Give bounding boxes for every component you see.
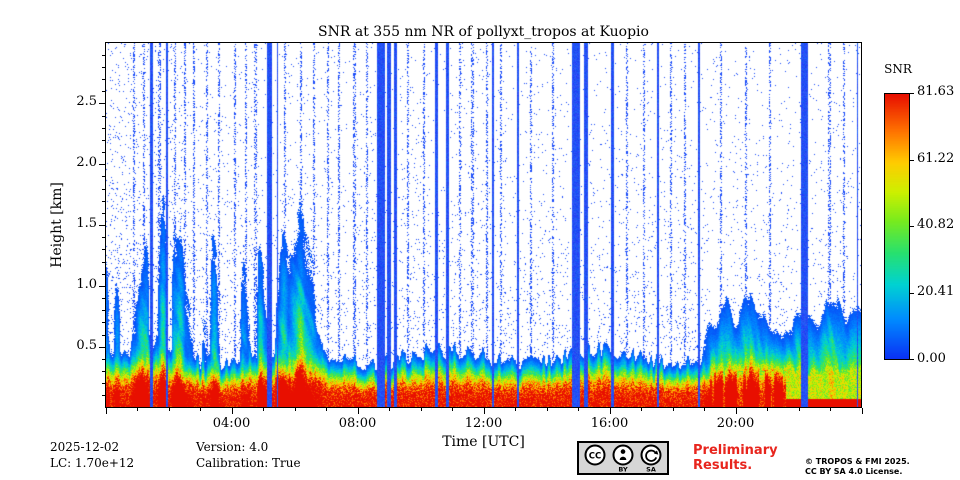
y-major-tick: [99, 346, 105, 348]
x-minor-tick: [546, 408, 548, 411]
colorbar-tick: [910, 293, 914, 295]
colorbar-tick-label: 81.63: [917, 84, 955, 99]
cc-by-sa-icon: CC BY SA: [584, 444, 662, 474]
y-minor-tick: [102, 322, 105, 324]
x-minor-tick: [168, 408, 170, 411]
colorbar-tick: [910, 359, 914, 360]
x-axis-label: Time [UTC]: [442, 434, 525, 450]
attribution-person-icon: [620, 449, 626, 454]
y-tick-label: 0.5: [76, 337, 97, 353]
colorbar-tick-label: 61.22: [917, 150, 955, 166]
y-tick-label: 1.0: [76, 276, 97, 292]
calibration-label: Calibration: True: [196, 456, 301, 470]
copyright-block: © TROPOS & FMI 2025. CC BY SA 4.0 Licens…: [805, 457, 910, 477]
footer-version-block: Version: 4.0 Calibration: True: [196, 439, 301, 471]
by-label: BY: [618, 466, 628, 474]
x-major-tick: [609, 408, 611, 414]
x-major-tick: [483, 408, 485, 414]
preliminary-results-note: Preliminary Results.: [693, 443, 778, 473]
copyright-line2: CC BY SA 4.0 License.: [805, 467, 903, 476]
x-tick-label: 08:00: [338, 416, 377, 431]
y-minor-tick: [102, 237, 105, 239]
colorbar: [884, 93, 910, 360]
y-minor-tick: [102, 273, 105, 275]
colorbar-tick-label: 20.41: [917, 284, 955, 300]
y-minor-tick: [102, 249, 105, 251]
x-tick-label: 04:00: [212, 416, 251, 431]
y-major-tick: [99, 285, 105, 287]
x-minor-tick: [798, 408, 800, 411]
y-major-tick: [99, 225, 105, 226]
y-minor-tick: [102, 298, 105, 299]
colorbar-tick-label: 40.82: [917, 217, 955, 233]
y-minor-tick: [102, 261, 105, 263]
y-tick-label: 1.5: [76, 216, 97, 231]
y-minor-tick: [102, 200, 105, 202]
y-minor-tick: [102, 127, 105, 129]
y-minor-tick: [102, 383, 105, 385]
x-major-tick: [105, 408, 107, 414]
y-minor-tick: [102, 358, 105, 360]
x-minor-tick: [137, 408, 138, 411]
y-major-tick: [99, 164, 105, 166]
x-minor-tick: [200, 408, 201, 411]
lidar-constant-label: LC: 1.70e+12: [50, 456, 135, 470]
x-minor-tick: [326, 408, 327, 411]
y-minor-tick: [102, 115, 105, 117]
version-label: Version: 4.0: [196, 440, 269, 454]
y-tick-label: 2.5: [76, 94, 97, 110]
x-minor-tick: [641, 408, 642, 411]
x-major-tick: [735, 408, 737, 414]
x-minor-tick: [452, 408, 453, 411]
colorbar-gradient-canvas: [885, 94, 909, 359]
cc-icon: CC: [589, 452, 601, 462]
x-minor-tick: [294, 408, 296, 411]
colorbar-tick: [910, 93, 914, 94]
cc-by-sa-license-badge: CC BY SA: [577, 441, 669, 475]
x-minor-tick: [830, 408, 831, 411]
colorbar-tick: [910, 159, 914, 161]
x-tick-label: 16:00: [590, 416, 629, 431]
y-major-tick: [99, 103, 105, 105]
y-minor-tick: [102, 66, 105, 68]
chart-title: SNR at 355 nm NR of pollyxt_tropos at Ku…: [318, 24, 649, 40]
y-minor-tick: [102, 212, 105, 214]
x-minor-tick: [578, 408, 579, 411]
x-minor-tick: [389, 408, 390, 411]
x-minor-tick: [420, 408, 422, 411]
colorbar-tick: [910, 226, 914, 228]
copyright-line1: © TROPOS & FMI 2025.: [805, 457, 910, 466]
y-minor-tick: [102, 139, 105, 141]
x-major-tick: [231, 408, 233, 414]
y-minor-tick: [102, 395, 105, 397]
x-major-tick: [357, 408, 359, 414]
x-tick-label: 12:00: [464, 416, 503, 431]
plot-area: [105, 42, 862, 408]
y-minor-tick: [102, 371, 105, 372]
y-minor-tick: [102, 176, 105, 178]
x-minor-tick: [263, 408, 264, 411]
x-minor-tick: [515, 408, 516, 411]
y-minor-tick: [102, 188, 105, 190]
colorbar-title: SNR: [884, 62, 912, 76]
y-minor-tick: [102, 152, 105, 153]
y-minor-tick: [102, 310, 105, 312]
colorbar-tick-label: 0.00: [917, 351, 946, 366]
y-minor-tick: [102, 334, 105, 336]
y-tick-label: 2.0: [76, 155, 97, 171]
footer-left-block: 2025-12-02 LC: 1.70e+12: [50, 439, 134, 471]
x-minor-tick: [767, 408, 768, 411]
x-minor-tick: [672, 408, 674, 411]
x-minor-tick: [704, 408, 705, 411]
date-label: 2025-12-02: [50, 440, 120, 454]
share-alike-arrow-icon: [645, 449, 658, 462]
sa-label: SA: [646, 466, 656, 474]
x-tick-label: 20:00: [716, 416, 755, 431]
y-minor-tick: [102, 54, 105, 56]
heatmap-canvas: [106, 43, 861, 407]
y-minor-tick: [102, 91, 105, 93]
x-major-tick: [861, 408, 863, 414]
y-minor-tick: [102, 79, 105, 80]
